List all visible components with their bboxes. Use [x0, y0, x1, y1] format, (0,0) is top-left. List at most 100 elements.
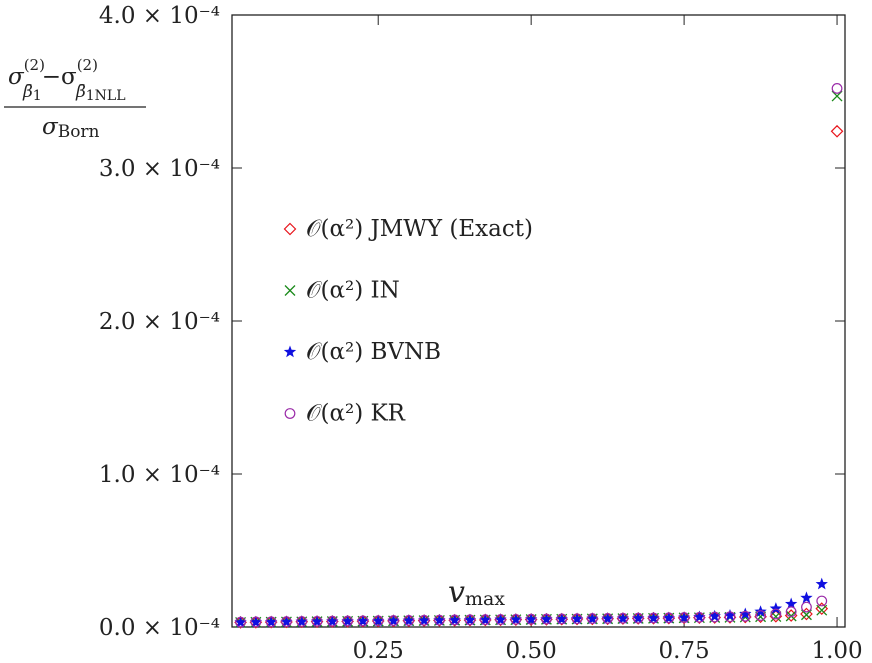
- marker-circle: [525, 613, 537, 625]
- marker-circle: [602, 613, 614, 624]
- y-tick-label: 1.0 × 10⁻⁴: [99, 462, 220, 488]
- marker-circle: [678, 612, 690, 623]
- marker-circle: [495, 614, 506, 625]
- marker-star: [280, 615, 293, 628]
- marker-star: [784, 597, 798, 610]
- marker-circle: [418, 614, 430, 626]
- marker-circle: [541, 613, 552, 625]
- marker-cross: [831, 90, 843, 102]
- marker-circle: [284, 408, 296, 419]
- marker-circle: [464, 614, 476, 626]
- marker-star: [815, 577, 828, 590]
- marker-star: [723, 609, 737, 621]
- marker-cross: [755, 611, 767, 623]
- marker-diamond: [283, 222, 297, 236]
- marker-star: [540, 612, 553, 625]
- marker-star: [249, 615, 263, 628]
- marker-star: [234, 615, 247, 628]
- marker-star: [417, 614, 431, 626]
- x-tick-label: 1.00: [811, 638, 862, 663]
- marker-star: [800, 591, 813, 604]
- marker-circle: [785, 606, 797, 618]
- marker-star: [708, 609, 721, 622]
- marker-star: [769, 602, 783, 614]
- marker-diamond: [769, 609, 783, 623]
- marker-circle: [357, 615, 369, 627]
- x-tick-label: 0.50: [506, 638, 557, 663]
- marker-circle: [556, 613, 568, 625]
- marker-diamond: [784, 609, 798, 622]
- marker-circle: [479, 614, 491, 626]
- marker-circle: [281, 616, 292, 628]
- marker-cross: [800, 609, 812, 621]
- marker-star: [677, 611, 691, 624]
- y-tick-label: 3.0 × 10⁻⁴: [99, 156, 220, 182]
- marker-circle: [724, 611, 736, 623]
- marker-star: [463, 613, 477, 626]
- marker-star: [570, 612, 584, 625]
- marker-circle: [403, 615, 415, 626]
- marker-diamond: [815, 602, 829, 615]
- marker-circle: [617, 612, 629, 624]
- marker-star: [387, 614, 400, 627]
- marker-circle: [739, 610, 751, 622]
- x-axis-label: vmax: [448, 575, 505, 610]
- marker-star: [555, 612, 568, 625]
- marker-circle: [510, 613, 522, 625]
- marker-circle: [342, 615, 354, 627]
- y-tick-label: 0.0 × 10⁻⁴: [99, 615, 220, 641]
- marker-circle: [265, 616, 277, 628]
- marker-diamond: [754, 610, 767, 624]
- marker-circle: [709, 611, 721, 623]
- marker-circle: [571, 613, 583, 625]
- marker-star: [310, 615, 324, 627]
- y-tick-label: 2.0 × 10⁻⁴: [99, 309, 220, 335]
- marker-circle: [433, 614, 445, 626]
- marker-circle: [816, 595, 828, 607]
- marker-star: [601, 612, 614, 624]
- marker-circle: [663, 612, 675, 624]
- marker-diamond: [830, 124, 844, 138]
- marker-star: [494, 613, 507, 626]
- marker-star: [739, 607, 752, 620]
- marker-circle: [755, 610, 766, 621]
- marker-star: [509, 613, 523, 625]
- marker-star: [448, 613, 461, 626]
- marker-circle: [770, 608, 782, 620]
- marker-cross: [284, 285, 296, 296]
- y-axis-label-numerator: σ(2) β̄1−σ(2) β̄1NLL: [8, 56, 126, 104]
- marker-circle: [388, 615, 399, 626]
- marker-star: [616, 612, 630, 624]
- marker-star: [586, 612, 599, 625]
- legend-label: 𝒪(α²) JMWY (Exact): [306, 216, 533, 242]
- marker-diamond: [800, 607, 813, 621]
- marker-circle: [311, 615, 323, 627]
- legend-label: 𝒪(α²) BVNB: [306, 339, 441, 365]
- plot-frame: [231, 14, 846, 628]
- marker-circle: [586, 613, 598, 624]
- marker-star: [341, 614, 354, 627]
- marker-circle: [235, 616, 246, 628]
- marker-star: [693, 610, 706, 623]
- marker-circle: [693, 611, 705, 623]
- marker-circle: [296, 616, 308, 627]
- x-tick-label: 0.75: [658, 638, 709, 663]
- marker-diamond: [723, 611, 737, 624]
- marker-cross: [816, 604, 828, 616]
- marker-star: [283, 345, 297, 358]
- marker-star: [264, 615, 278, 628]
- marker-star: [356, 614, 370, 627]
- marker-star: [632, 611, 645, 624]
- y-axis-label-denominator: σBorn: [42, 114, 100, 142]
- marker-star: [326, 614, 339, 627]
- marker-circle: [372, 615, 384, 627]
- legend-label: 𝒪(α²) IN: [306, 278, 400, 304]
- marker-star: [647, 611, 660, 624]
- marker-star: [662, 611, 675, 624]
- marker-star: [433, 613, 446, 626]
- y-tick-label: 4.0 × 10⁻⁴: [99, 3, 220, 29]
- marker-star: [479, 613, 492, 626]
- marker-circle: [326, 615, 338, 627]
- marker-star: [372, 614, 385, 627]
